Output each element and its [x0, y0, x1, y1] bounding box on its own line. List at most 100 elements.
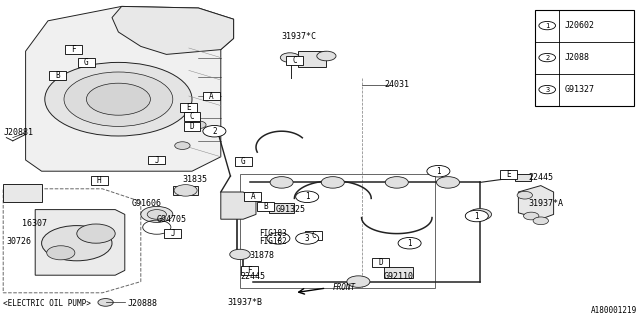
Text: D: D	[378, 258, 383, 267]
Text: G92110: G92110	[384, 272, 414, 281]
Text: J: J	[170, 229, 175, 238]
Circle shape	[45, 62, 192, 136]
Circle shape	[86, 83, 150, 115]
Text: G91327: G91327	[564, 85, 595, 94]
Text: B: B	[263, 202, 268, 211]
Text: G91606: G91606	[131, 199, 161, 208]
Text: 31937*C: 31937*C	[282, 32, 317, 41]
FancyBboxPatch shape	[500, 170, 517, 179]
Circle shape	[317, 51, 336, 61]
Circle shape	[47, 246, 75, 260]
FancyBboxPatch shape	[372, 258, 389, 267]
Text: 22445: 22445	[528, 173, 553, 182]
Text: FIG182: FIG182	[259, 237, 287, 246]
Circle shape	[64, 72, 173, 126]
Circle shape	[175, 142, 190, 149]
Circle shape	[98, 299, 113, 306]
Text: G: G	[84, 58, 89, 67]
Text: 31937*A: 31937*A	[528, 199, 563, 208]
Text: 30726: 30726	[6, 237, 31, 246]
Circle shape	[436, 177, 460, 188]
Text: 2: 2	[545, 55, 549, 60]
Text: A: A	[209, 92, 214, 100]
Bar	[535, 10, 634, 106]
FancyBboxPatch shape	[148, 156, 165, 164]
Text: C: C	[311, 231, 316, 240]
Circle shape	[174, 185, 197, 196]
Text: 1: 1	[474, 212, 479, 220]
Text: J2088: J2088	[564, 53, 589, 62]
Circle shape	[181, 105, 196, 113]
Circle shape	[468, 209, 492, 220]
Polygon shape	[515, 174, 531, 181]
Text: 31937*B: 31937*B	[227, 298, 262, 307]
Text: H: H	[97, 176, 102, 185]
Text: G94705: G94705	[157, 215, 187, 224]
Polygon shape	[3, 184, 42, 202]
FancyBboxPatch shape	[184, 122, 200, 131]
Text: C: C	[292, 56, 297, 65]
Circle shape	[296, 191, 319, 203]
Text: J20888: J20888	[128, 300, 158, 308]
Text: E: E	[186, 103, 191, 112]
Circle shape	[42, 226, 112, 261]
Text: 31878: 31878	[250, 252, 275, 260]
Polygon shape	[518, 186, 554, 219]
Circle shape	[465, 210, 488, 222]
Polygon shape	[384, 267, 413, 278]
FancyBboxPatch shape	[164, 229, 181, 238]
Circle shape	[539, 21, 556, 30]
Text: 1: 1	[436, 167, 441, 176]
FancyBboxPatch shape	[49, 71, 66, 80]
Circle shape	[267, 233, 290, 244]
FancyBboxPatch shape	[65, 45, 82, 54]
FancyBboxPatch shape	[203, 92, 220, 100]
Circle shape	[230, 249, 250, 260]
Polygon shape	[112, 6, 234, 54]
Text: 3: 3	[545, 87, 549, 92]
Polygon shape	[173, 186, 198, 195]
Text: C: C	[189, 112, 195, 121]
Text: 1: 1	[407, 239, 412, 248]
Bar	[240, 174, 435, 288]
FancyBboxPatch shape	[184, 112, 200, 121]
Text: A: A	[250, 192, 255, 201]
Circle shape	[77, 224, 115, 243]
Circle shape	[203, 125, 226, 137]
Circle shape	[539, 85, 556, 94]
Text: 1: 1	[545, 23, 549, 28]
Circle shape	[347, 276, 370, 287]
FancyBboxPatch shape	[180, 103, 197, 112]
Circle shape	[296, 233, 319, 244]
FancyBboxPatch shape	[244, 192, 261, 201]
Text: F: F	[71, 45, 76, 54]
Polygon shape	[221, 192, 256, 219]
Circle shape	[385, 177, 408, 188]
Text: 1: 1	[305, 192, 310, 201]
Text: A180001219: A180001219	[591, 306, 637, 315]
Text: FIG183: FIG183	[259, 229, 287, 238]
FancyBboxPatch shape	[78, 58, 95, 67]
FancyBboxPatch shape	[235, 157, 252, 166]
Text: 2: 2	[212, 127, 217, 136]
Text: 16307: 16307	[22, 220, 47, 228]
FancyBboxPatch shape	[305, 231, 322, 240]
Polygon shape	[269, 203, 294, 213]
Text: E: E	[506, 170, 511, 179]
Circle shape	[191, 121, 206, 129]
Text: G: G	[241, 157, 246, 166]
Text: 31835: 31835	[182, 175, 207, 184]
Circle shape	[427, 165, 450, 177]
Circle shape	[270, 177, 293, 188]
Text: 2: 2	[276, 234, 281, 243]
Circle shape	[147, 210, 166, 219]
Polygon shape	[298, 51, 326, 67]
Polygon shape	[26, 6, 234, 171]
Polygon shape	[35, 210, 125, 275]
Circle shape	[533, 217, 548, 225]
Text: J: J	[154, 156, 159, 164]
Text: 24031: 24031	[384, 80, 409, 89]
Text: G91325: G91325	[275, 205, 305, 214]
Circle shape	[539, 53, 556, 62]
Text: 3: 3	[305, 234, 310, 243]
